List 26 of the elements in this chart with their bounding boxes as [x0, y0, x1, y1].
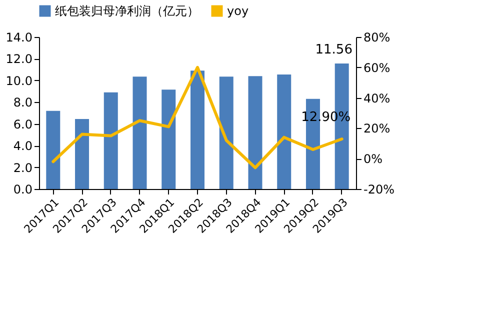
bar [162, 90, 176, 189]
y-tick-label: 12.0 [6, 52, 32, 66]
bar [219, 76, 234, 189]
bar [75, 118, 90, 189]
bar [190, 70, 204, 189]
y-tick-label: 0.0 [13, 182, 32, 196]
y2-tick-label: 40% [364, 91, 390, 106]
y2-tick-label: 20% [364, 122, 390, 136]
y-tick-label: 4.0 [13, 139, 32, 154]
y-tick-label: 14.0 [6, 30, 32, 44]
y2-tick-label: 0% [364, 152, 383, 166]
y-tick-label: 6.0 [13, 117, 32, 132]
bar [132, 76, 147, 189]
bar [46, 110, 60, 189]
y-tick-label: 10.0 [6, 74, 32, 88]
y2-tick-label: 60% [364, 60, 390, 75]
y2-tick-label: 80% [364, 30, 390, 44]
bar [277, 74, 292, 189]
legend-label: yoy [227, 4, 249, 18]
y-tick-label: 8.0 [13, 96, 32, 110]
y2-tick-label: -20% [364, 182, 395, 196]
bar [248, 76, 262, 189]
data-label: 11.56 [315, 42, 352, 58]
bar [104, 92, 118, 189]
legend-label: 纸包装归母净利润（亿元） [55, 4, 199, 18]
y-tick-label: 2.0 [13, 160, 32, 175]
